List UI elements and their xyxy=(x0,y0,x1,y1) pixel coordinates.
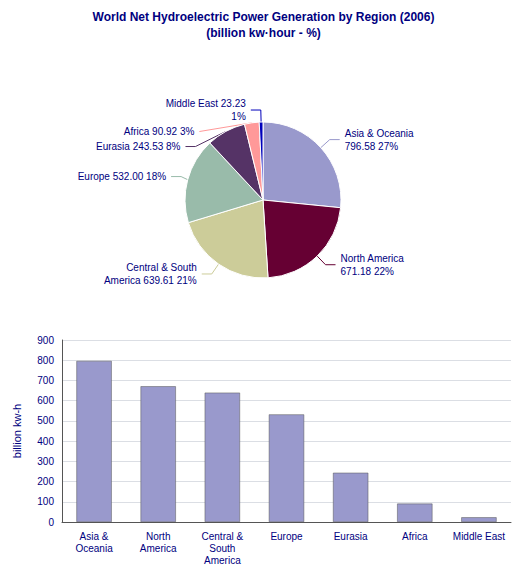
svg-text:billion kw-h: billion kw-h xyxy=(11,404,23,458)
svg-text:World Net Hydroelectric Power: World Net Hydroelectric Power Generation… xyxy=(93,10,435,24)
svg-text:800: 800 xyxy=(37,355,54,366)
svg-text:600: 600 xyxy=(37,395,54,406)
svg-text:Asia & Oceania: Asia & Oceania xyxy=(345,128,414,139)
svg-text:671.18 22%: 671.18 22% xyxy=(341,266,394,277)
svg-text:America: America xyxy=(204,555,241,566)
svg-text:796.58 27%: 796.58 27% xyxy=(345,141,398,152)
svg-text:300: 300 xyxy=(37,456,54,467)
svg-text:Africa 90.92 3%: Africa 90.92 3% xyxy=(124,126,195,137)
svg-text:America: America xyxy=(140,543,177,554)
svg-text:Middle East 23.23: Middle East 23.23 xyxy=(166,98,246,109)
svg-text:North America: North America xyxy=(341,253,405,264)
svg-text:America 639.61 21%: America 639.61 21% xyxy=(104,275,197,286)
svg-text:North: North xyxy=(146,531,170,542)
svg-text:1%: 1% xyxy=(231,111,246,122)
svg-text:Central &: Central & xyxy=(202,531,244,542)
svg-text:Middle East: Middle East xyxy=(453,531,505,542)
svg-text:Europe 532.00 18%: Europe 532.00 18% xyxy=(78,171,167,182)
svg-text:200: 200 xyxy=(37,476,54,487)
svg-text:0: 0 xyxy=(48,517,54,528)
svg-text:Central & South: Central & South xyxy=(126,262,197,273)
svg-text:500: 500 xyxy=(37,415,54,426)
svg-text:900: 900 xyxy=(37,335,54,346)
svg-text:Oceania: Oceania xyxy=(75,543,113,554)
svg-text:400: 400 xyxy=(37,436,54,447)
svg-text:Europe: Europe xyxy=(270,531,303,542)
svg-text:South: South xyxy=(209,543,235,554)
svg-text:Asia &: Asia & xyxy=(80,531,109,542)
svg-text:Africa: Africa xyxy=(402,531,428,542)
svg-text:Eurasia 243.53 8%: Eurasia 243.53 8% xyxy=(96,141,181,152)
svg-text:(billion kw·hour - %): (billion kw·hour - %) xyxy=(206,26,321,40)
svg-text:Eurasia: Eurasia xyxy=(334,531,368,542)
svg-text:100: 100 xyxy=(37,496,54,507)
svg-text:700: 700 xyxy=(37,375,54,386)
